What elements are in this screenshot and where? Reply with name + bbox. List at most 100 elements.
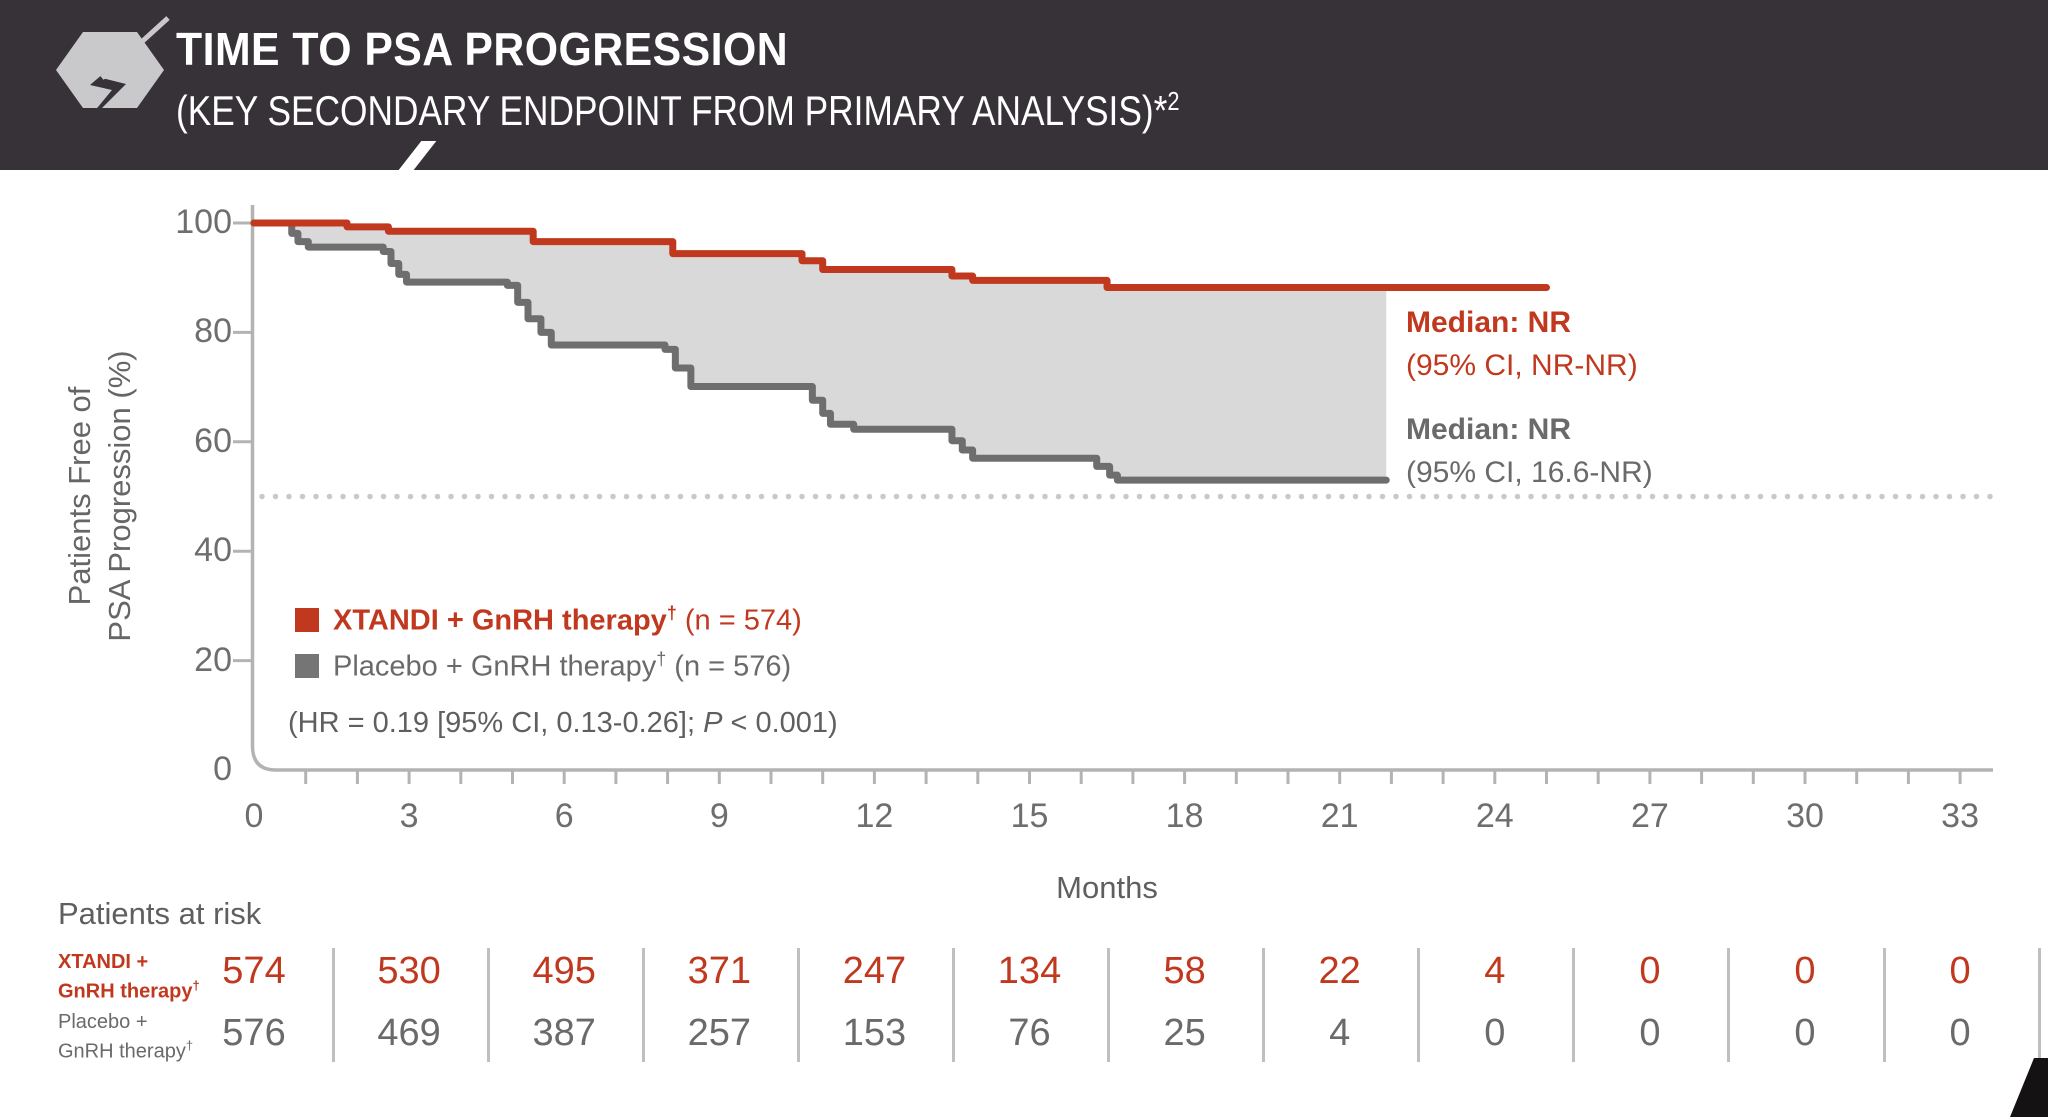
risk-row-label-xtandi: XTANDI + GnRH therapy†	[58, 950, 200, 1004]
risk-column-divider	[331, 948, 335, 1062]
page-subtitle: (KEY SECONDARY ENDPOINT FROM PRIMARY ANA…	[176, 86, 1180, 135]
hr-text-post: < 0.001)	[722, 707, 838, 739]
hr-text-pre: (HR = 0.19 [95% CI, 0.13-0.26];	[288, 707, 704, 739]
risk-value-xtandi: 22	[1318, 950, 1361, 992]
risk-column-divider	[1882, 948, 1886, 1062]
xtandi-median-ci: (95% CI, NR-NR)	[1406, 349, 1638, 382]
risk-xtandi-dagger: †	[192, 978, 200, 993]
x-tick-label: 33	[1941, 797, 1979, 835]
risk-value-placebo: 4	[1329, 1012, 1351, 1054]
risk-placebo-dagger: †	[185, 1038, 194, 1053]
risk-value-xtandi: 247	[842, 950, 907, 992]
risk-value-xtandi: 58	[1163, 950, 1206, 992]
risk-table-title: Patients at risk	[58, 896, 262, 931]
x-axis-ticks	[304, 770, 1962, 784]
x-tick-label: 15	[1010, 797, 1049, 835]
risk-value-xtandi: 0	[1949, 950, 1971, 992]
y-tick-label: 40	[194, 531, 232, 570]
y-tick-label: 80	[194, 312, 232, 351]
risk-column-divider	[796, 948, 800, 1062]
xtandi-km-curve	[250, 219, 1550, 292]
legend-item-placebo: Placebo + GnRH therapy† (n = 576)	[295, 643, 802, 689]
placebo-km-curve	[250, 219, 1390, 484]
risk-column-divider	[1572, 948, 1576, 1062]
legend-placebo-name: Placebo + GnRH therapy	[333, 650, 657, 683]
risk-value-placebo: 76	[1008, 1012, 1051, 1054]
risk-column-divider	[1107, 948, 1111, 1062]
x-tick-label: 6	[554, 797, 574, 835]
page-title: TIME TO PSA PROGRESSION	[176, 23, 789, 75]
risk-value-xtandi: 574	[222, 950, 286, 992]
xtandi-swatch-icon	[295, 608, 319, 632]
legend-item-xtandi: XTANDI + GnRH therapy† (n = 574)	[295, 597, 802, 643]
risk-value-placebo: 387	[532, 1012, 596, 1054]
legend-placebo-n: (n = 576)	[666, 650, 792, 683]
x-tick-label: 27	[1630, 797, 1669, 835]
y-axis-title-line2: PSA Progression (%)	[102, 350, 137, 642]
x-tick-label: 12	[855, 797, 894, 835]
page-subtitle-superscript: 2	[1167, 86, 1180, 116]
risk-column-divider	[1262, 948, 1266, 1062]
y-tick-label: 20	[194, 640, 232, 679]
risk-value-xtandi: 4	[1484, 950, 1506, 992]
median-annotations: Median: NR (95% CI, NR-NR) Median: NR (9…	[1406, 301, 1653, 494]
y-tick-label: 60	[194, 421, 232, 460]
legend-xtandi-dagger: †	[666, 602, 677, 623]
legend-xtandi-label: XTANDI + GnRH therapy† (n = 574)	[333, 603, 802, 638]
x-tick-label: 30	[1786, 797, 1824, 835]
y-axis-title-line1: Patients Free of	[62, 386, 97, 606]
x-tick-label: 9	[709, 797, 729, 835]
x-tick-label: 3	[399, 797, 419, 835]
risk-value-xtandi: 495	[532, 950, 596, 992]
risk-value-xtandi: 134	[997, 950, 1062, 992]
risk-column-divider	[1417, 948, 1421, 1062]
risk-column-divider	[486, 948, 490, 1062]
risk-xtandi-label-line1: XTANDI +	[58, 951, 149, 973]
risk-column-divider	[641, 948, 645, 1062]
placebo-median-ci: (95% CI, 16.6-NR)	[1406, 456, 1653, 489]
page-subtitle-text: (KEY SECONDARY ENDPOINT FROM PRIMARY ANA…	[176, 87, 1168, 134]
risk-value-xtandi: 0	[1794, 950, 1816, 992]
risk-row-label-placebo: Placebo + GnRH therapy†	[58, 1010, 193, 1064]
risk-placebo-label-line1: Placebo +	[58, 1011, 148, 1033]
risk-value-placebo: 257	[687, 1012, 751, 1054]
y-tick-label: 100	[175, 203, 232, 241]
risk-value-placebo: 469	[377, 1012, 441, 1054]
placebo-median-label: Median: NR	[1406, 413, 1571, 446]
risk-column-divider	[951, 948, 955, 1062]
risk-value-xtandi: 530	[377, 950, 441, 992]
x-tick-label: 21	[1320, 797, 1359, 835]
y-tick-label: 0	[213, 750, 232, 788]
legend-xtandi-n: (n = 574)	[676, 604, 802, 637]
y-axis-title: Patients Free of PSA Progression (%)	[60, 350, 140, 641]
legend-xtandi-name: XTANDI + GnRH therapy	[333, 604, 667, 637]
x-tick-label: 24	[1475, 797, 1514, 835]
axes	[250, 205, 1993, 772]
risk-column-divider	[2037, 948, 2041, 1062]
header-titles: TIME TO PSA PROGRESSION (KEY SECONDARY E…	[176, 22, 1371, 135]
risk-value-xtandi: 0	[1639, 950, 1661, 992]
risk-column-divider	[1727, 948, 1731, 1062]
corner-wedge	[2010, 1058, 2048, 1117]
hr-text-p: P	[703, 707, 723, 739]
x-axis-title: Months	[1056, 870, 1158, 905]
y-axis-ticks	[233, 221, 252, 663]
risk-value-placebo: 153	[842, 1012, 907, 1054]
x-tick-label: 0	[244, 797, 264, 835]
risk-value-placebo: 576	[222, 1012, 286, 1054]
placebo-swatch-icon	[295, 654, 319, 678]
risk-value-placebo: 25	[1163, 1012, 1206, 1054]
risk-value-placebo: 0	[1484, 1012, 1506, 1054]
legend-placebo-dagger: †	[656, 648, 667, 669]
risk-value-xtandi: 371	[687, 950, 751, 992]
hazard-ratio-annotation: (HR = 0.19 [95% CI, 0.13-0.26]; P < 0.00…	[288, 707, 838, 740]
risk-value-placebo: 0	[1639, 1012, 1661, 1054]
risk-placebo-label-line2: GnRH therapy	[58, 1040, 186, 1063]
risk-value-placebo: 0	[1949, 1012, 1971, 1054]
legend-placebo-label: Placebo + GnRH therapy† (n = 576)	[333, 649, 791, 684]
x-tick-label: 18	[1165, 797, 1204, 835]
risk-value-placebo: 0	[1794, 1012, 1816, 1054]
risk-xtandi-label-line2: GnRH therapy	[58, 980, 193, 1003]
